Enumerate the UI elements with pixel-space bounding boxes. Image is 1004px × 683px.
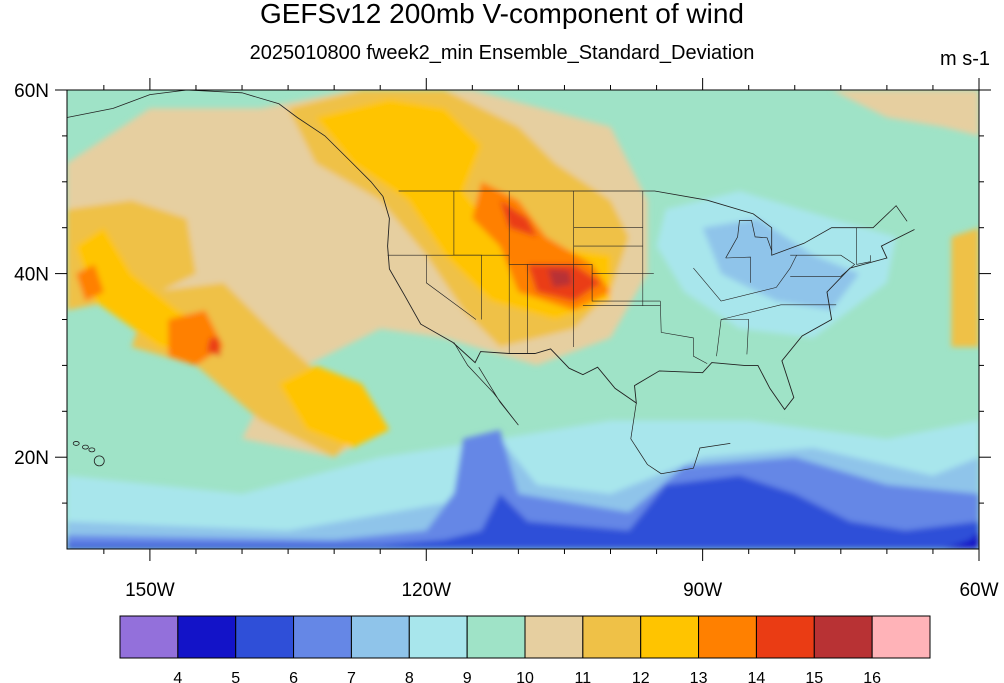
band-east-7 (702, 218, 860, 311)
band-5 (67, 475, 979, 549)
units-label: m s-1 (940, 48, 990, 70)
colorbar-swatch (350, 615, 410, 659)
hawaii-island (72, 441, 80, 446)
colorbar-label: 6 (289, 670, 298, 683)
colorbar-label: 8 (405, 670, 414, 683)
border-18 (856, 227, 871, 265)
band-co-15 (547, 269, 572, 288)
colorbar-label: 10 (516, 670, 534, 683)
map-area: 150W 120W 90W 60W 60N 40N 20N (14, 78, 999, 601)
hawaii-island (93, 455, 105, 467)
y-tick-label: 60N (14, 81, 49, 102)
colorbar-swatch (235, 615, 295, 659)
lake-michigan (725, 220, 773, 259)
colorbar-swatch (293, 615, 352, 659)
colorbar-label: 14 (748, 670, 766, 683)
chart-title: GEFSv12 200mb V-component of wind (259, 0, 745, 29)
hawaii-island (82, 444, 89, 450)
us-coastline (382, 196, 915, 411)
colorbar-label: 9 (463, 670, 472, 683)
band-ne-10 (831, 90, 979, 136)
border-15 (716, 319, 750, 357)
border-5 (426, 255, 477, 320)
colorbar-swatch (698, 615, 757, 659)
mexico-gulf-coast (630, 402, 731, 475)
colorbar-swatch (466, 615, 526, 659)
baja-coast (453, 342, 519, 426)
x-tick-label: 120W (401, 580, 451, 601)
chart-subtitle: 2025010800 fweek2_min Ensemble_Standard_… (249, 42, 755, 64)
colorbar-swatch (755, 615, 815, 659)
us-canada-border (398, 190, 908, 256)
pacific-nw-coast (67, 90, 384, 197)
hawaii-island (88, 447, 96, 453)
colorbar-swatch (582, 615, 642, 659)
band-pac3-13 (76, 264, 104, 302)
x-tick-label: 60W (959, 580, 998, 601)
colorbar-label: 13 (690, 670, 708, 683)
colorbar-swatch (119, 615, 179, 659)
band-4 (942, 530, 979, 549)
colorbar-label: 15 (805, 670, 823, 683)
border-17 (790, 254, 856, 277)
axis-ticks: 150W 120W 90W 60W 60N 40N 20N (14, 78, 999, 601)
colorbar-swatch (813, 615, 873, 659)
x-tick-label: 150W (125, 580, 175, 601)
colorbar: 4 5 6 7 8 9 10 11 12 13 14 15 16 (119, 615, 931, 683)
border-14 (721, 304, 837, 320)
band-sub-12 (278, 365, 390, 448)
colorbar-label: 4 (173, 670, 182, 683)
y-tick-label: 20N (14, 448, 49, 469)
band-atl-11 (951, 227, 979, 347)
colorbar-swatch (177, 615, 237, 659)
colorbar-swatch (640, 615, 700, 659)
colorbar-label: 7 (347, 670, 356, 683)
coastlines (59, 90, 915, 549)
colorbar-label: 12 (632, 670, 650, 683)
border-12 (660, 301, 708, 364)
colorbar-swatch (408, 615, 468, 659)
border-16 (725, 256, 751, 283)
border-13 (693, 255, 797, 302)
central-america (757, 548, 759, 549)
y-tick-label: 40N (14, 265, 49, 286)
colorbar-label: 11 (575, 670, 592, 683)
hawaii-island (59, 436, 65, 440)
colorbar-swatch (871, 615, 931, 659)
band-pac-14 (207, 337, 221, 357)
colorbar-swatch (524, 615, 584, 659)
colorbar-label: 16 (863, 670, 881, 683)
x-tick-label: 90W (683, 580, 722, 601)
colorbar-label: 5 (231, 670, 240, 683)
border-6 (387, 254, 661, 302)
